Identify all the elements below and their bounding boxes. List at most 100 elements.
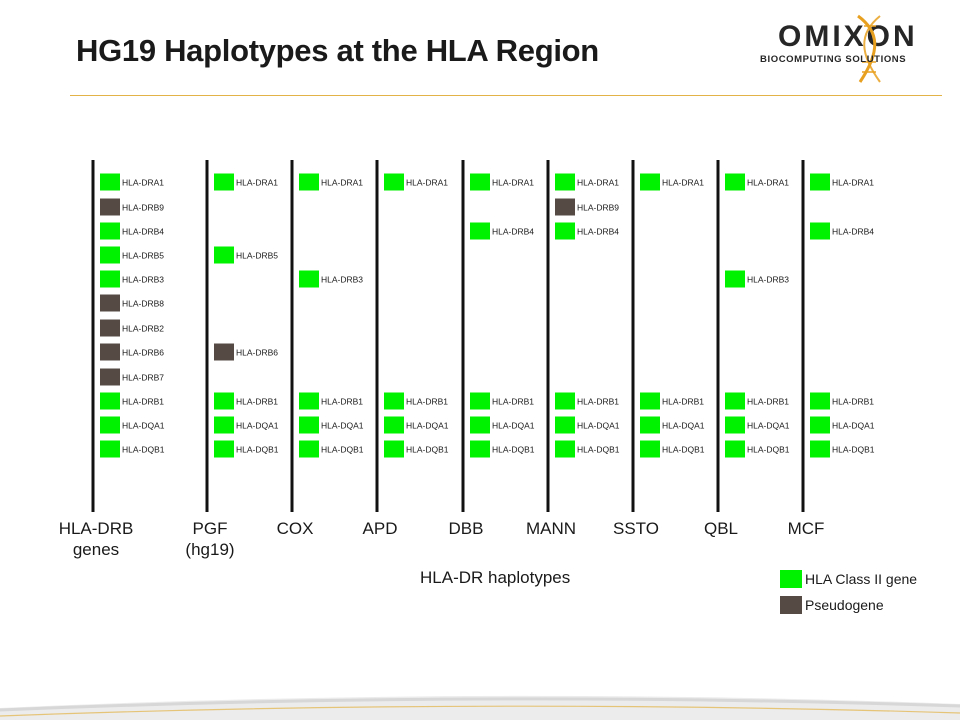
gene-label-hla-drb-hla-drb6: HLA-DRB6 (122, 348, 164, 358)
gene-box-hla-drb-hla-drb3 (100, 270, 120, 288)
gene-box-pgf-hla-drb6 (214, 343, 234, 361)
company-logo: OMIXON BIOCOMPUTING SOLUTIONS (742, 12, 952, 84)
gene-box-hla-drb-hla-drb1 (100, 392, 120, 410)
gene-box-pgf-hla-drb5 (214, 246, 234, 264)
gene-label-mann-hla-dqb1: HLA-DQB1 (577, 445, 620, 455)
gene-box-mann-hla-drb4 (555, 222, 575, 240)
gene-label-qbl-hla-drb1: HLA-DRB1 (747, 397, 789, 407)
gene-label-dbb-hla-dqb1: HLA-DQB1 (492, 445, 535, 455)
gene-label-apd-hla-dqa1: HLA-DQA1 (406, 421, 449, 431)
gene-label-mann-hla-drb9: HLA-DRB9 (577, 203, 619, 213)
gene-label-mann-hla-drb1: HLA-DRB1 (577, 397, 619, 407)
haplotype-label-mann: MANN (525, 519, 577, 538)
logo-wordmark: OMIXON (778, 20, 918, 53)
gene-box-hla-drb-hla-drb7 (100, 368, 120, 386)
gene-label-qbl-hla-drb3: HLA-DRB3 (747, 275, 789, 285)
gene-box-apd-hla-dqa1 (384, 416, 404, 434)
gene-box-ssto-hla-drb1 (640, 392, 660, 410)
gene-label-hla-drb-hla-drb2: HLA-DRB2 (122, 324, 164, 334)
haplotype-label-pgf: PGF (hg19) (185, 519, 235, 559)
gene-box-mcf-hla-drb4 (810, 222, 830, 240)
gene-box-dbb-hla-dqb1 (470, 440, 490, 458)
haplotype-label-hla-drb: HLA-DRB genes (58, 519, 134, 559)
legend-item-gene: HLA Class II gene (780, 566, 917, 592)
logo-tagline: BIOCOMPUTING SOLUTIONS (760, 54, 907, 65)
gene-box-qbl-hla-dra1 (725, 173, 745, 191)
haplotype-label-qbl: QBL (703, 519, 739, 538)
gene-box-hla-drb-hla-drb6 (100, 343, 120, 361)
footer-swoosh (0, 695, 960, 720)
gene-label-qbl-hla-dra1: HLA-DRA1 (747, 178, 789, 188)
gene-label-cox-hla-dqb1: HLA-DQB1 (321, 445, 364, 455)
gene-box-cox-hla-dra1 (299, 173, 319, 191)
gene-label-hla-drb-hla-drb3: HLA-DRB3 (122, 275, 164, 285)
gene-label-qbl-hla-dqa1: HLA-DQA1 (747, 421, 790, 431)
gene-box-cox-hla-dqb1 (299, 440, 319, 458)
gene-label-mann-hla-drb4: HLA-DRB4 (577, 227, 619, 237)
gene-label-dbb-hla-drb4: HLA-DRB4 (492, 227, 534, 237)
gene-label-mcf-hla-dra1: HLA-DRA1 (832, 178, 874, 188)
gene-box-pgf-hla-dqb1 (214, 440, 234, 458)
gene-label-cox-hla-drb3: HLA-DRB3 (321, 275, 363, 285)
page-title: HG19 Haplotypes at the HLA Region (76, 33, 599, 68)
gene-label-pgf-hla-drb1: HLA-DRB1 (236, 397, 278, 407)
gene-label-dbb-hla-drb1: HLA-DRB1 (492, 397, 534, 407)
gene-box-qbl-hla-drb1 (725, 392, 745, 410)
gene-box-qbl-hla-drb3 (725, 270, 745, 288)
gene-box-mcf-hla-drb1 (810, 392, 830, 410)
gene-label-hla-drb-hla-dqa1: HLA-DQA1 (122, 421, 165, 431)
gene-label-mann-hla-dra1: HLA-DRA1 (577, 178, 619, 188)
x-axis-label: HLA-DR haplotypes (420, 568, 571, 587)
gene-box-mann-hla-dra1 (555, 173, 575, 191)
legend-item-pseudogene: Pseudogene (780, 592, 917, 618)
gene-box-apd-hla-dra1 (384, 173, 404, 191)
haplotype-label-mcf: MCF (787, 519, 825, 538)
title-divider (70, 95, 942, 96)
gene-box-dbb-hla-dqa1 (470, 416, 490, 434)
gene-box-hla-drb-hla-drb4 (100, 222, 120, 240)
gene-label-hla-drb-hla-drb4: HLA-DRB4 (122, 227, 164, 237)
gene-box-dbb-hla-dra1 (470, 173, 490, 191)
gene-box-hla-drb-hla-dqa1 (100, 416, 120, 434)
gene-label-dbb-hla-dqa1: HLA-DQA1 (492, 421, 535, 431)
gene-label-mcf-hla-drb4: HLA-DRB4 (832, 227, 874, 237)
gene-label-dbb-hla-dra1: HLA-DRA1 (492, 178, 534, 188)
gene-box-cox-hla-drb1 (299, 392, 319, 410)
gene-box-apd-hla-dqb1 (384, 440, 404, 458)
gene-box-apd-hla-drb1 (384, 392, 404, 410)
gene-box-hla-drb-hla-drb9 (100, 198, 120, 216)
gene-label-cox-hla-drb1: HLA-DRB1 (321, 397, 363, 407)
haplotype-label-apd: APD (362, 519, 398, 538)
gene-box-cox-hla-drb3 (299, 270, 319, 288)
legend-label-gene: HLA Class II gene (805, 571, 918, 587)
gene-box-mcf-hla-dqa1 (810, 416, 830, 434)
gene-label-ssto-hla-dqb1: HLA-DQB1 (662, 445, 705, 455)
haplotype-label-dbb: DBB (448, 519, 484, 538)
gene-label-pgf-hla-dqb1: HLA-DQB1 (236, 445, 279, 455)
gene-label-cox-hla-dra1: HLA-DRA1 (321, 178, 363, 188)
gene-box-hla-drb-hla-drb8 (100, 294, 120, 312)
legend: HLA Class II gene Pseudogene (780, 566, 917, 618)
gene-label-mcf-hla-dqb1: HLA-DQB1 (832, 445, 875, 455)
gene-box-hla-drb-hla-drb5 (100, 246, 120, 264)
gene-label-hla-drb-hla-drb9: HLA-DRB9 (122, 203, 164, 213)
legend-swatch-gene (780, 570, 802, 588)
gene-label-hla-drb-hla-drb7: HLA-DRB7 (122, 373, 164, 383)
gene-box-mann-hla-dqa1 (555, 416, 575, 434)
gene-label-ssto-hla-drb1: HLA-DRB1 (662, 397, 704, 407)
gene-label-cox-hla-dqa1: HLA-DQA1 (321, 421, 364, 431)
dna-helix-icon (857, 14, 881, 83)
haplotype-label-cox: COX (276, 519, 314, 538)
gene-label-pgf-hla-dqa1: HLA-DQA1 (236, 421, 279, 431)
gene-box-hla-drb-hla-drb2 (100, 319, 120, 337)
gene-box-qbl-hla-dqa1 (725, 416, 745, 434)
gene-box-pgf-hla-dqa1 (214, 416, 234, 434)
gene-label-hla-drb-hla-drb1: HLA-DRB1 (122, 397, 164, 407)
gene-box-ssto-hla-dqb1 (640, 440, 660, 458)
gene-box-hla-drb-hla-dra1 (100, 173, 120, 191)
legend-label-pseudogene: Pseudogene (805, 597, 884, 613)
gene-box-mcf-hla-dra1 (810, 173, 830, 191)
gene-label-qbl-hla-dqb1: HLA-DQB1 (747, 445, 790, 455)
gene-label-mcf-hla-drb1: HLA-DRB1 (832, 397, 874, 407)
